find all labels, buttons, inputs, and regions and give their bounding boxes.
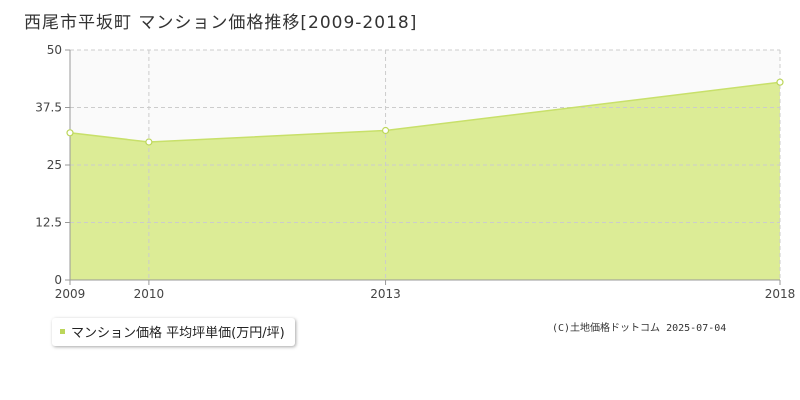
y-tick-label-0: 0 [54,273,62,287]
y-tick-label-3: 37.5 [35,101,62,115]
y-tick-label-2: 25 [47,158,62,172]
legend-label: マンション価格 平均坪単価(万円/坪) [71,326,285,341]
data-point-2 [381,126,390,135]
x-tick-label-2: 2013 [370,287,401,301]
y-tick-label-1: 12.5 [35,216,62,230]
data-point-0 [66,129,74,137]
x-tick-label-1: 2010 [134,287,165,301]
data-point-3 [776,78,784,86]
chart-title: 西尾市平坂町 マンション価格推移[2009-2018] [24,13,418,33]
series-line [69,81,781,143]
legend: マンション価格 平均坪単価(万円/坪) [52,318,295,346]
x-tick-label-3: 2018 [765,287,796,301]
data-point-1 [145,138,153,146]
series-area [70,82,780,280]
legend-swatch [60,329,65,334]
copyright-credit: (C)土地価格ドットコム 2025-07-04 [552,323,727,334]
x-tick-label-0: 2009 [55,287,86,301]
y-tick-label-4: 50 [47,43,62,57]
